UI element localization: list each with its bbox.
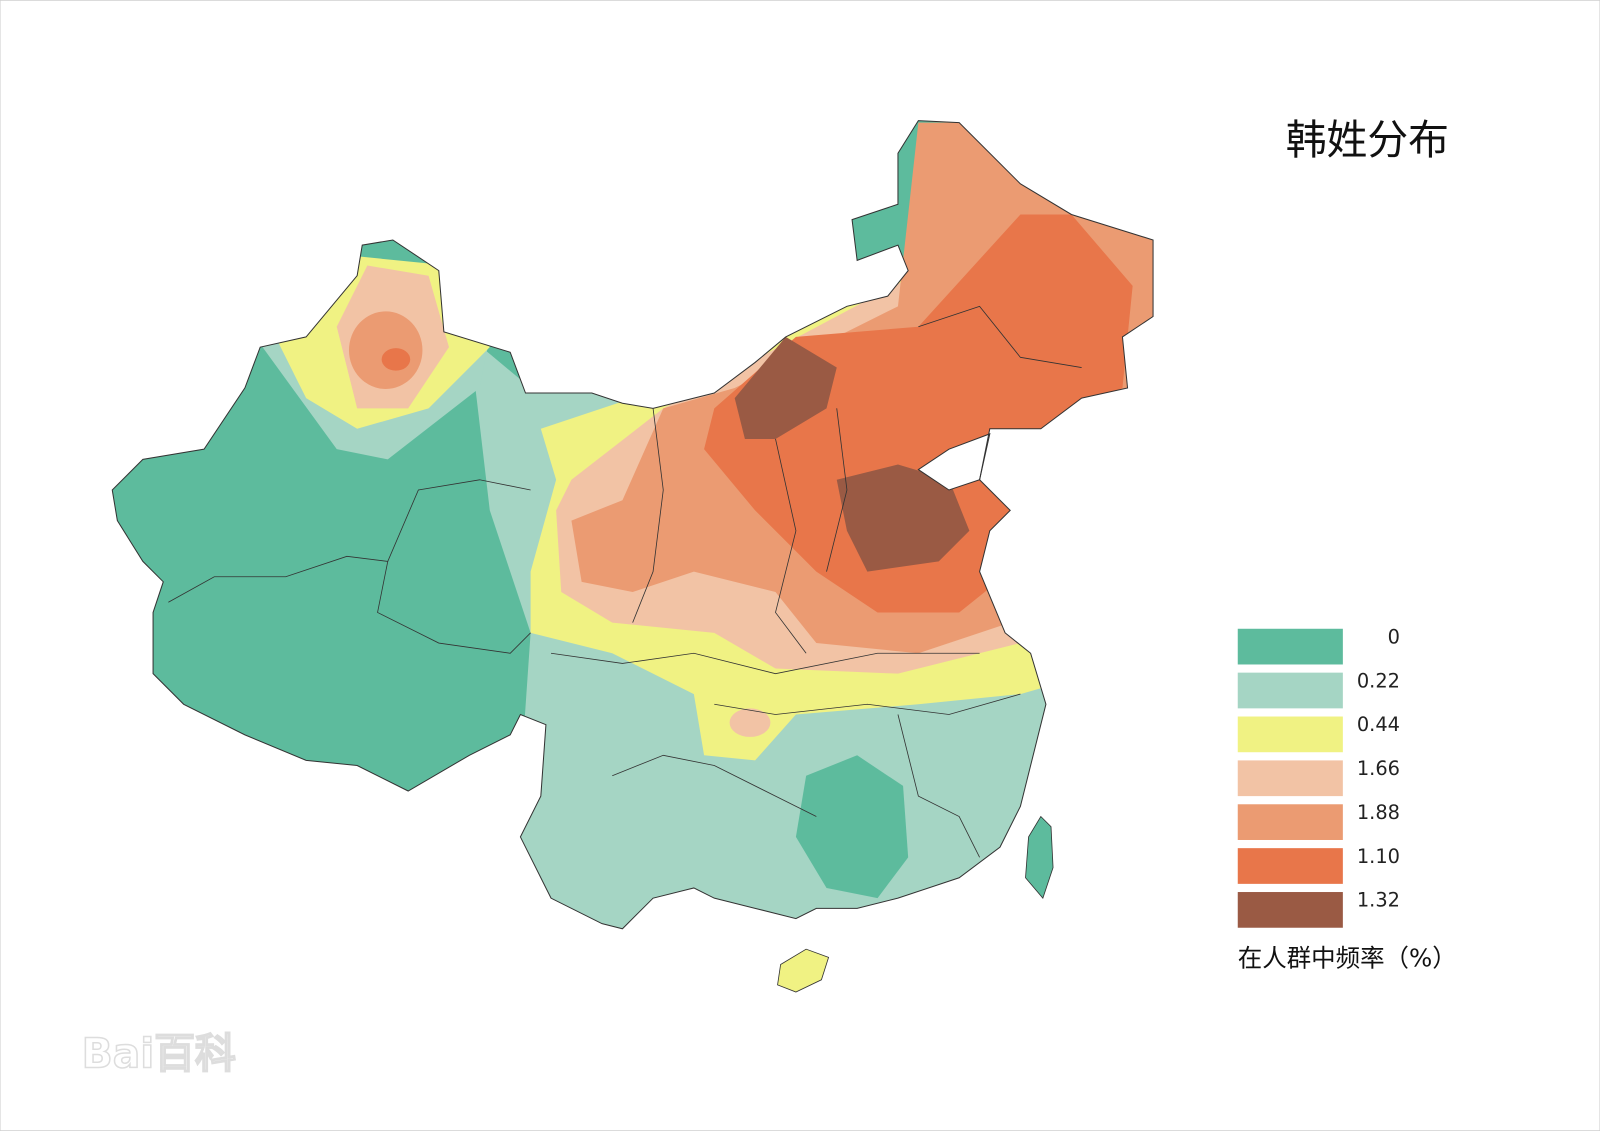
legend-label: 1.32 xyxy=(1357,889,1400,912)
zone xyxy=(836,464,970,572)
province-lines xyxy=(168,305,1082,858)
watermark: Bai百科 xyxy=(82,1029,236,1077)
legend-swatch xyxy=(1237,848,1343,884)
legend-swatch xyxy=(1237,760,1343,797)
zone xyxy=(729,708,771,737)
legend-swatch xyxy=(1237,628,1343,665)
legend-swatch xyxy=(1237,892,1343,928)
border xyxy=(111,120,1154,930)
zone xyxy=(795,755,909,899)
legend: 0 0.22 0.44 1.66 1.88 1.10 1.32 xyxy=(1237,625,1400,928)
legend-swatch xyxy=(1237,672,1343,709)
legend-label: 0.44 xyxy=(1357,713,1400,736)
legend-caption: 在人群中频率（%） xyxy=(1238,943,1457,972)
taiwan xyxy=(1025,815,1054,899)
zone xyxy=(704,214,1133,613)
legend-label: 1.66 xyxy=(1357,757,1400,780)
legend-label: 1.88 xyxy=(1357,801,1400,824)
legend-label: 0 xyxy=(1388,625,1400,648)
title: 韩姓分布 xyxy=(1286,116,1449,164)
zone xyxy=(348,311,423,389)
legend-label: 0.22 xyxy=(1357,669,1400,692)
legend-swatch xyxy=(1237,804,1343,840)
legend-swatch xyxy=(1237,716,1343,753)
hainan xyxy=(777,948,830,993)
zone xyxy=(381,348,411,371)
legend-label: 1.10 xyxy=(1357,845,1400,868)
zone xyxy=(734,336,837,439)
